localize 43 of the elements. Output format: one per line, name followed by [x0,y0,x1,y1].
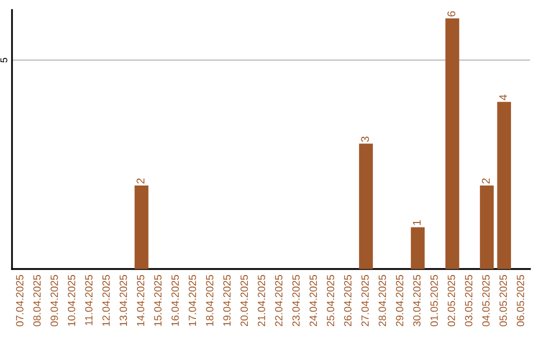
y-tick-label: 5 [0,58,8,62]
x-tick-label: 11.04.2025 [85,274,92,326]
x-tick-label: 15.04.2025 [154,274,162,326]
x-tick-label: 24.04.2025 [310,274,317,326]
data-label: 3 [361,136,369,142]
x-tick-label: 18.04.2025 [206,274,214,326]
data-label: 1 [412,220,421,225]
x-tick-label: 06.05.2025 [516,274,524,326]
x-tick-label: 29.04.2025 [396,274,404,326]
x-tick-label: 16.04.2025 [171,274,179,326]
x-tick-label: 10.04.2025 [68,274,76,326]
bar [445,18,460,269]
bar [480,185,494,269]
data-label: 6 [447,11,456,16]
x-tick-label: 26.04.2025 [344,274,352,326]
bar [410,227,425,269]
x-tick-label: 21.04.2025 [258,274,266,326]
x-tick-label: 07.04.2025 [16,274,24,326]
x-tick-label: 02.05.2025 [448,274,456,326]
x-tick-label: 09.04.2025 [50,274,58,326]
x-tick-label: 28.04.2025 [378,274,386,326]
x-tick-label: 27.04.2025 [361,274,369,326]
x-tick-label: 04.05.2025 [482,274,490,326]
x-tick-label: 14.04.2025 [136,274,144,326]
x-tick-label: 30.04.2025 [413,274,421,326]
x-tick-label: 17.04.2025 [188,274,196,326]
x-tick-label: 19.04.2025 [223,274,231,326]
bar [134,185,148,269]
data-label: 2 [136,178,144,184]
bar [497,102,512,269]
bar [359,144,373,269]
x-tick-label: 03.05.2025 [464,274,472,326]
x-tick-label: 13.04.2025 [120,274,128,326]
x-tick-label: 23.04.2025 [292,274,300,326]
x-tick-label: 22.04.2025 [275,274,282,326]
x-tick-label: 20.04.2025 [240,274,248,326]
x-tick-label: 01.05.2025 [430,274,438,326]
x-tick-label: 05.05.2025 [500,274,507,326]
x-tick-label: 12.04.2025 [102,274,110,326]
x-tick-label: 25.04.2025 [326,274,334,326]
data-label: 2 [482,178,490,184]
x-tick-label: 08.04.2025 [33,274,41,326]
data-label: 4 [499,94,507,100]
